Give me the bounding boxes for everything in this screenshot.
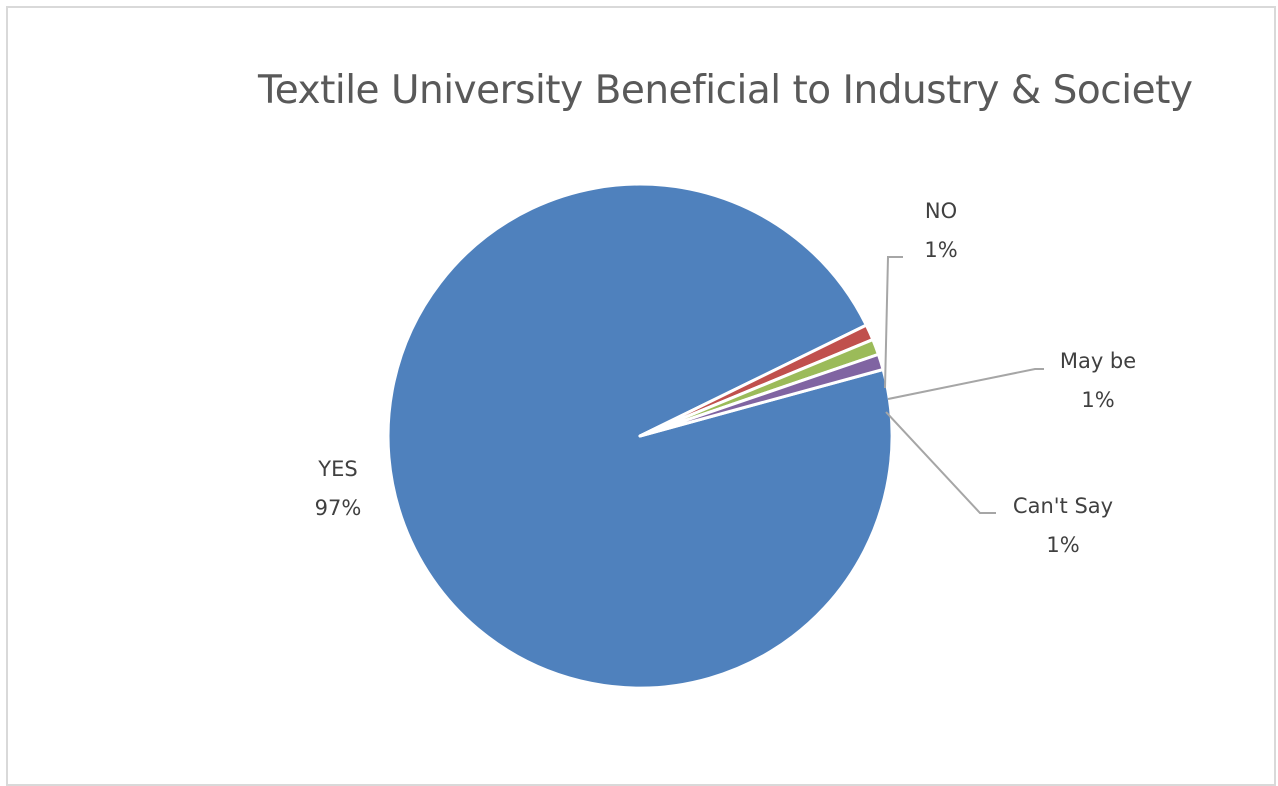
slice-label-can-t-say: Can't Say [1013,494,1113,518]
slice-percent-may-be: 1% [1081,388,1114,412]
slice-percent-yes: 97% [315,496,362,520]
pie-chart: YES 97% NO 1% May be 1% Can't Say 1% [315,182,1136,690]
pie-slice-can-t-say [638,352,885,438]
leader-line-can-t-say [885,411,996,514]
chart-title: Textile University Beneficial to Industr… [258,68,1193,113]
leader-line-no [884,256,903,389]
slice-label-no: NO [925,199,957,223]
slice-percent-can-t-say: 1% [1046,533,1079,557]
slice-percent-no: 1% [924,238,957,262]
leader-line-may-be [887,368,1044,400]
slice-label-may-be: May be [1060,349,1136,373]
slice-label-yes: YES [317,457,357,481]
